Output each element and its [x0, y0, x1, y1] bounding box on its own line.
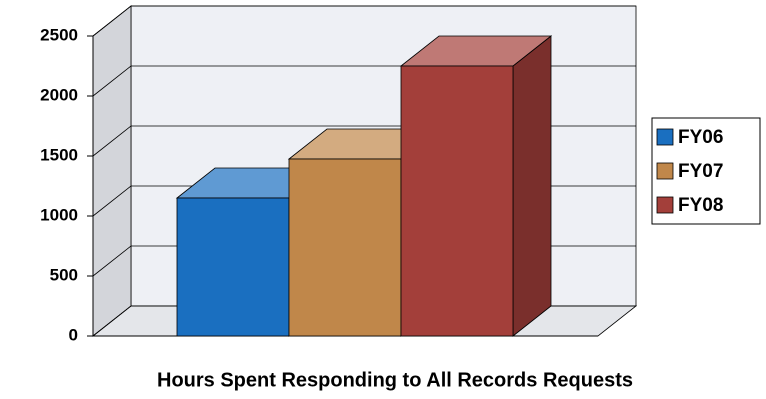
bar: [176, 197, 290, 337]
legend-label: FY07: [678, 161, 723, 182]
legend-label: FY08: [678, 195, 723, 216]
legend-swatch: [656, 196, 674, 214]
y-tick-label: 500: [50, 265, 78, 284]
legend-label: FY06: [678, 127, 723, 148]
y-tick-label: 0: [69, 325, 78, 344]
grid-line: [92, 5, 636, 37]
y-tick-label: 1500: [40, 145, 78, 164]
chart-title: Hours Spent Responding to All Records Re…: [157, 369, 633, 391]
y-tick-label: 2000: [40, 85, 78, 104]
y-tick-label: 1000: [40, 205, 78, 224]
bar-side: [512, 35, 552, 337]
bar: [400, 65, 514, 337]
bar: [288, 158, 402, 337]
y-tick-label: 2500: [40, 25, 78, 44]
side-wall: [92, 5, 132, 337]
legend-swatch: [656, 128, 674, 146]
legend-swatch: [656, 162, 674, 180]
